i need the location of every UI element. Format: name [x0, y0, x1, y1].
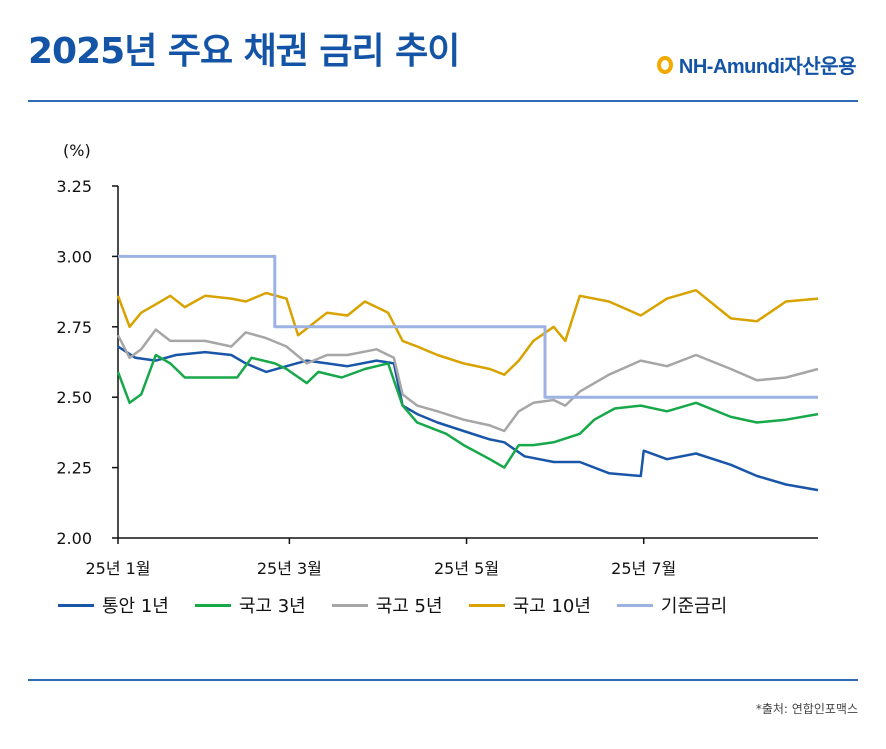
axes: 2.00 2.25 2.50 2.75 3.00 3.25 25년 1월 25년 3월 25년 … [56, 177, 818, 578]
legend-item: 기준금리 [616, 592, 728, 618]
x-tick-label: 25년 1월 [85, 559, 150, 578]
legend-item: 국고 3년 [194, 592, 306, 618]
footer-divider [28, 679, 858, 681]
y-axis-unit-label: (%) [63, 141, 91, 160]
x-tick-label: 25년 5월 [434, 559, 499, 578]
y-tick-label: 2.75 [56, 318, 92, 337]
line-chart: (%) 2.00 2.25 2.50 2.75 3.00 3.25 25년 1월 25년 3월… [56, 141, 819, 578]
legend-swatch [616, 603, 653, 607]
legend-item: 통안 1년 [58, 592, 169, 618]
legend-label: 기준금리 [660, 596, 728, 617]
legend-swatch [58, 603, 94, 607]
series-layer [116, 254, 819, 492]
chart-legend: 통안 1년 국고 3년 국고 5년 국고 10년 기준금리 [58, 592, 727, 618]
y-tick-label: 2.50 [56, 388, 92, 407]
y-tick-label: 2.00 [56, 529, 92, 548]
y-tick-label: 3.25 [56, 177, 92, 196]
legend-label: 국고 3년 [238, 596, 306, 617]
legend-label: 국고 5년 [375, 596, 443, 617]
brand-logo: NH-Amundi자산운용 [656, 50, 857, 79]
series-line-1 [116, 353, 819, 469]
series-line-2 [116, 328, 819, 433]
x-tick-label: 25년 7월 [611, 559, 676, 578]
legend-item: 국고 10년 [468, 592, 591, 618]
brand-mark-icon [656, 55, 673, 74]
legend-label: 국고 10년 [512, 596, 591, 617]
header-divider [28, 100, 858, 102]
page-title: 2025년 주요 채권 금리 추이 [28, 31, 460, 72]
series-line-0 [117, 345, 819, 492]
legend-swatch [331, 603, 368, 607]
x-tick-label: 25년 3월 [257, 559, 322, 578]
y-tick-label: 3.00 [56, 247, 92, 266]
legend-swatch [194, 603, 231, 607]
brand-name: NH-Amundi자산운용 [678, 56, 857, 78]
series-line-3 [116, 288, 819, 376]
series-line-4 [118, 254, 818, 399]
legend-item: 국고 5년 [331, 592, 443, 618]
y-tick-label: 2.25 [56, 459, 92, 478]
legend-label: 통안 1년 [102, 596, 169, 617]
source-note: *출처: 연합인포맥스 [755, 702, 858, 716]
legend-swatch [468, 603, 505, 607]
